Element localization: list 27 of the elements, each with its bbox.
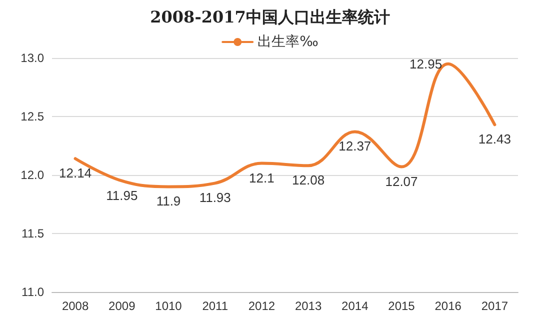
y-tick-label: 12.0: [20, 168, 44, 182]
x-tick-label: 2012: [248, 299, 276, 313]
x-tick-label: 2014: [342, 299, 369, 313]
x-tick-label: 2015: [388, 299, 416, 313]
x-tick-label: 1010: [155, 299, 182, 313]
data-label: 12.95: [410, 56, 442, 72]
x-tick-label: 2008: [62, 299, 89, 313]
x-tick-label: 2016: [434, 299, 462, 313]
x-tick-label: 2013: [294, 299, 322, 313]
y-tick-label: 11.0: [22, 285, 44, 299]
y-tick-label: 13.0: [20, 51, 44, 65]
data-label: 11.9: [156, 194, 181, 209]
data-label: 12.37: [338, 138, 372, 154]
data-label: 11.93: [199, 190, 231, 206]
data-label: 12.14: [59, 166, 92, 181]
legend-label: 出生率‰: [258, 34, 319, 50]
data-label: 12.1: [249, 170, 274, 186]
y-tick-label: 11.5: [22, 226, 44, 240]
data-label: 12.43: [478, 132, 511, 147]
data-label: 12.07: [385, 174, 418, 189]
y-tick-label: 12.5: [20, 110, 44, 124]
x-tick-label: 2009: [108, 299, 136, 313]
x-tick-label: 2011: [202, 299, 228, 313]
chart-title: 2008-2017中国人口出生率统计: [150, 8, 390, 26]
x-tick-label: 2017: [481, 299, 508, 313]
data-label: 11.95: [106, 188, 138, 203]
data-label: 12.08: [292, 172, 325, 188]
